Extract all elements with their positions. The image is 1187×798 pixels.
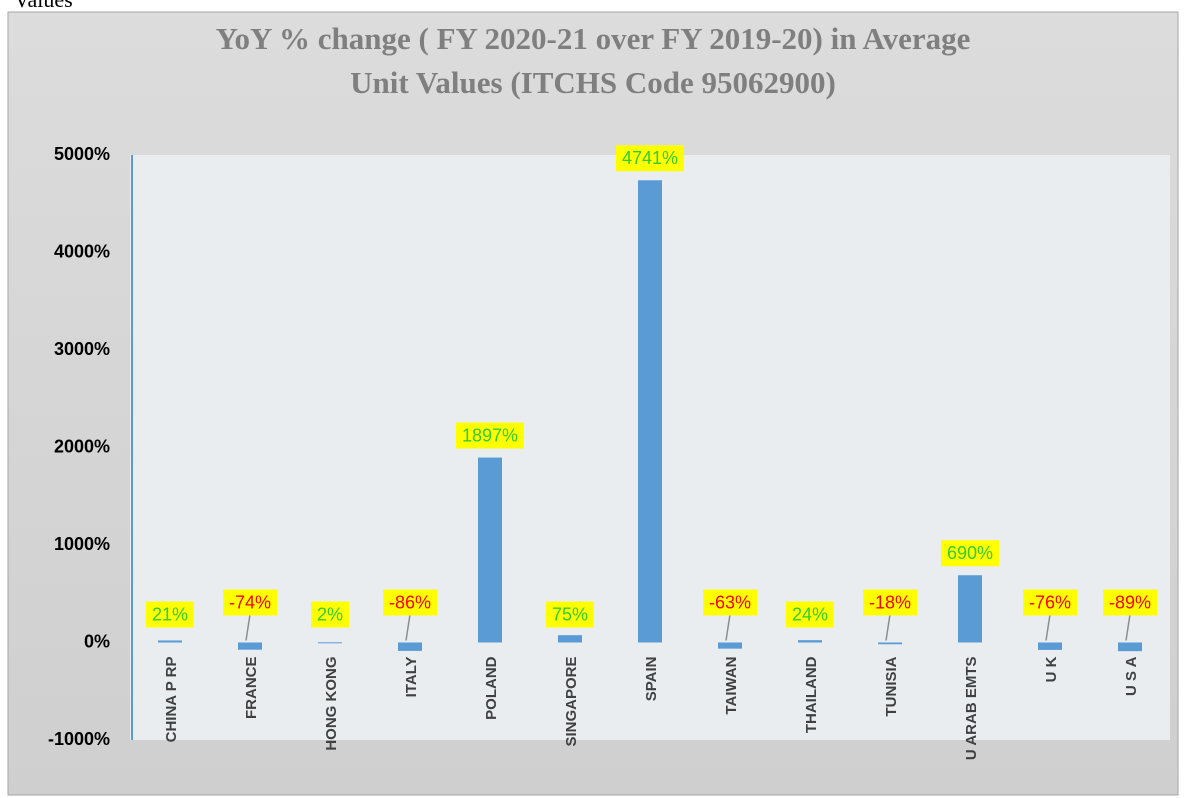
leader-line	[725, 614, 731, 641]
x-tick-label: POLAND	[483, 656, 500, 720]
value-label-bg	[1102, 589, 1158, 616]
leader-line	[1045, 614, 1051, 641]
y-tick-label: 0%	[84, 631, 110, 651]
x-tick-label: HONG KONG	[323, 657, 340, 751]
value-label: 4741%	[622, 148, 678, 168]
value-label-bg	[615, 145, 685, 172]
value-label-bg	[785, 601, 835, 628]
x-tick-label: U K	[1043, 656, 1060, 682]
value-label-bg	[1022, 589, 1078, 616]
bar	[158, 640, 182, 643]
header-text: Values	[14, 0, 73, 12]
x-tick-label: CHINA P RP	[163, 657, 180, 743]
y-tick-label: 1000%	[54, 534, 110, 554]
value-label: 75%	[552, 604, 588, 624]
bar	[318, 642, 342, 644]
y-tick-label: -1000%	[48, 729, 110, 749]
value-label: 24%	[792, 604, 828, 624]
value-label-bg	[382, 589, 438, 616]
bar	[878, 642, 902, 645]
value-label-bg	[702, 589, 758, 616]
leader-line	[885, 614, 891, 641]
value-label-bg	[310, 601, 350, 628]
bar	[958, 575, 982, 643]
value-label-bg	[940, 540, 1000, 567]
value-label: -18%	[869, 592, 911, 612]
leader-line	[405, 614, 411, 641]
bar	[798, 640, 822, 643]
leader-line	[1125, 614, 1131, 641]
bar	[638, 180, 662, 643]
x-tick-label: SPAIN	[643, 657, 660, 702]
x-tick-label: U ARAB EMTS	[963, 657, 980, 761]
y-tick-label: 2000%	[54, 436, 110, 456]
value-label-bg	[862, 589, 918, 616]
x-tick-label: TAIWAN	[723, 657, 740, 715]
bar	[478, 457, 502, 643]
value-label: 21%	[152, 604, 188, 624]
leader-line	[245, 614, 251, 641]
bar	[1038, 642, 1062, 650]
value-label-bg	[145, 601, 195, 628]
chart-title: Unit Values (ITCHS Code 95062900)	[350, 65, 836, 100]
x-tick-label: SINGAPORE	[563, 657, 580, 747]
value-label: -89%	[1109, 592, 1151, 612]
value-label-bg	[455, 422, 525, 449]
bar	[558, 635, 582, 643]
bar	[718, 642, 742, 649]
y-tick-label: 5000%	[54, 144, 110, 164]
x-tick-label: TUNISIA	[883, 656, 900, 716]
bar	[238, 642, 262, 650]
value-label: -74%	[229, 592, 271, 612]
value-label: -76%	[1029, 592, 1071, 612]
value-label-bg	[222, 589, 278, 616]
x-tick-label: ITALY	[403, 657, 420, 698]
value-label: -86%	[389, 592, 431, 612]
bar	[1118, 642, 1142, 652]
value-label: 690%	[947, 543, 993, 563]
y-tick-label: 4000%	[54, 241, 110, 261]
value-label: -63%	[709, 592, 751, 612]
value-label: 1897%	[462, 425, 518, 445]
chart-title: YoY % change ( FY 2020-21 over FY 2019-2…	[216, 21, 971, 56]
value-label-bg	[545, 601, 595, 628]
x-tick-label: THAILAND	[803, 656, 820, 733]
x-tick-label: FRANCE	[243, 657, 260, 720]
x-tick-label: U S A	[1123, 656, 1140, 696]
bar	[398, 642, 422, 651]
y-tick-label: 3000%	[54, 339, 110, 359]
value-label: 2%	[317, 604, 343, 624]
